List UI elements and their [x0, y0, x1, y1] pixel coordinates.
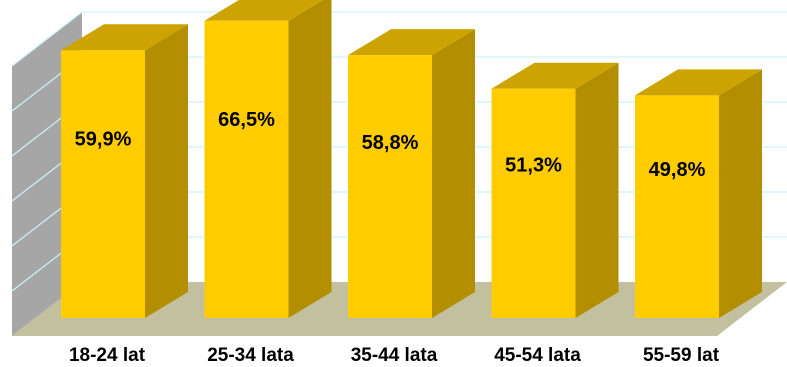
bar: 66,5%: [204, 0, 332, 319]
data-label: 59,9%: [75, 129, 132, 151]
bar-top: [635, 69, 762, 96]
bar-front: [348, 55, 432, 318]
bar-top: [61, 24, 188, 51]
data-label: 58,8%: [362, 132, 419, 154]
bar-series: 59,9% 66,5% 58,8% 51,3% 49,8%: [61, 0, 762, 319]
bar-side: [719, 69, 762, 318]
bar: 59,9%: [61, 24, 188, 318]
wall-gridline: [11, 11, 83, 67]
bar-top: [491, 62, 619, 89]
bar-top: [348, 29, 475, 56]
bar-front: [635, 95, 719, 318]
category-label: 45-54 lata: [494, 345, 581, 366]
bar-side: [288, 0, 332, 318]
category-label: 25-34 lata: [207, 345, 294, 366]
bar-side: [575, 62, 619, 319]
category-label: 18-24 lat: [69, 345, 146, 366]
data-label: 51,3%: [505, 154, 562, 176]
bar-front: [204, 20, 289, 319]
bar: 49,8%: [635, 69, 762, 318]
bar-side: [432, 29, 475, 318]
data-label: 66,5%: [218, 109, 275, 131]
category-label: 55-59 lat: [643, 345, 720, 366]
bar-side: [145, 24, 188, 318]
bar: 51,3%: [491, 62, 619, 319]
category-axis-labels: 18-24 lat 25-34 lata 35-44 lata 45-54 lata 5…: [69, 345, 720, 366]
data-label: 49,8%: [649, 159, 706, 181]
bar: 58,8%: [348, 29, 475, 318]
category-label: 35-44 lata: [351, 345, 438, 366]
bar-top: [204, 0, 323, 21]
bar-front: [491, 88, 576, 319]
bar-front: [61, 50, 145, 318]
